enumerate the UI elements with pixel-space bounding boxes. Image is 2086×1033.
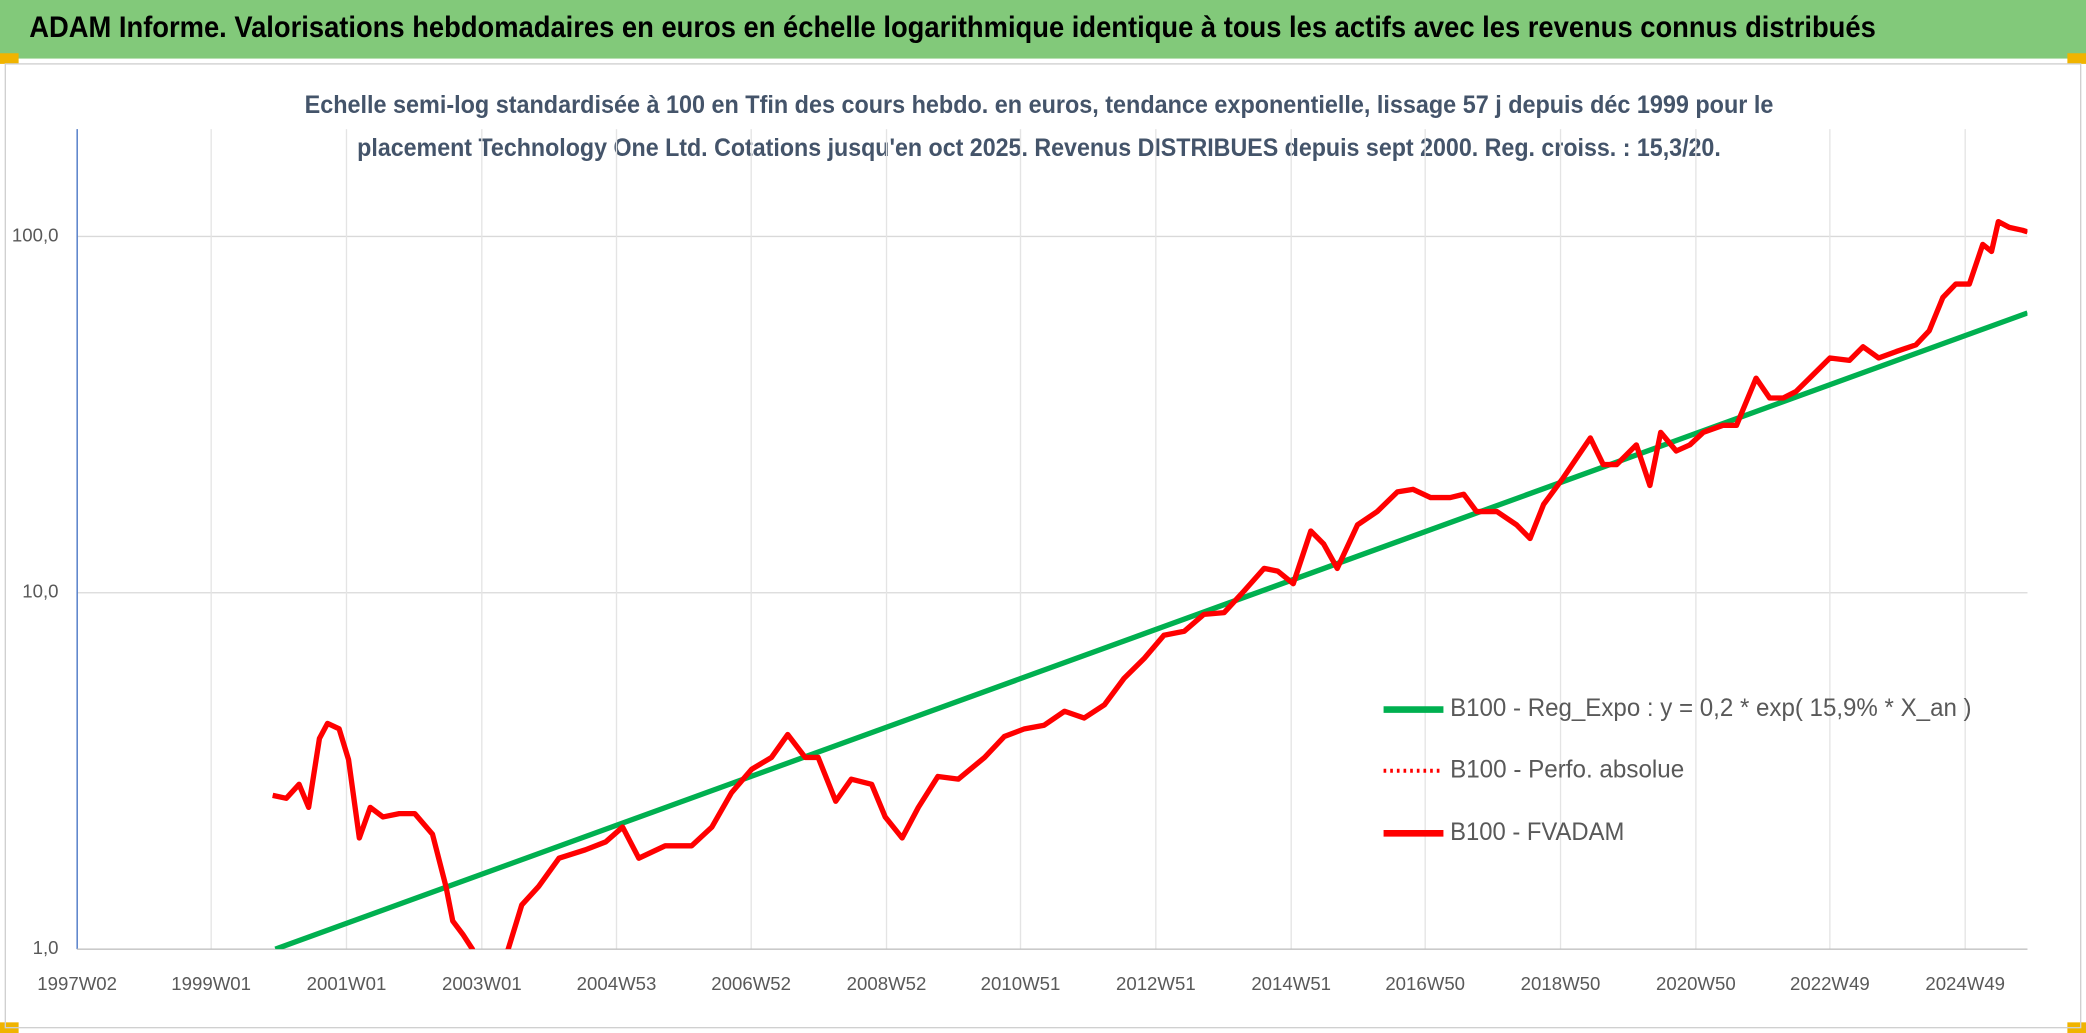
x-tick-label: 1997W02 (37, 973, 117, 994)
x-tick-label: 2014W51 (1251, 973, 1331, 994)
x-tick-label: 2004W53 (577, 973, 657, 994)
corner (2067, 53, 2086, 64)
x-tick-label: 2016W50 (1385, 973, 1465, 994)
subtitle-line: Echelle semi-log standardisée à 100 en T… (305, 91, 1774, 119)
x-tick-label: 2010W51 (981, 973, 1061, 994)
series-line (274, 310, 2028, 950)
subtitle-line: placement Technology One Ltd. Cotations … (357, 134, 1721, 162)
x-tick-label: 2022W49 (1790, 973, 1870, 994)
y-tick-label: 100,0 (12, 224, 59, 245)
y-tick-label: 10,0 (22, 581, 58, 602)
x-tick-label: 2001W01 (307, 973, 387, 994)
x-tick-label: 2018W50 (1521, 973, 1601, 994)
chart-border (4, 63, 2082, 1029)
x-tick-label: 2020W50 (1656, 973, 1736, 994)
header-title: ADAM Informe. Valorisations hebdomadaire… (29, 12, 1876, 44)
series-line (272, 218, 2028, 950)
x-tick-label: 2008W52 (847, 973, 927, 994)
x-tick-label: 2012W51 (1116, 973, 1196, 994)
x-tick-label: 1999W01 (171, 973, 251, 994)
corner (0, 53, 19, 64)
x-tick-label: 2003W01 (442, 973, 522, 994)
y-tick-label: 1,0 (33, 937, 59, 958)
x-tick-label: 2006W52 (711, 973, 791, 994)
plot-area (272, 218, 2028, 950)
x-tick-label: 2024W49 (1925, 973, 2005, 994)
header-bar (0, 0, 2086, 59)
legend-label: B100 - FVADAM (1450, 818, 1624, 846)
legend-label: B100 - Reg_Expo : y = 0,2 * exp( 15,9% *… (1450, 694, 1972, 722)
legend-label: B100 - Perfo. absolue (1450, 755, 1684, 783)
